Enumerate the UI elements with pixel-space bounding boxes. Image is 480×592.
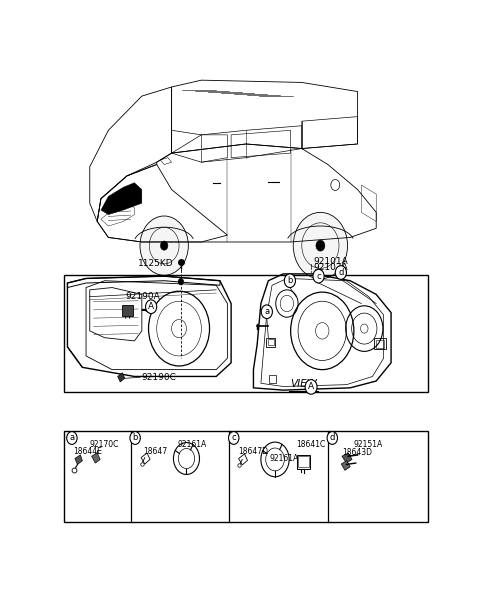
Circle shape — [261, 305, 273, 318]
Text: d: d — [338, 268, 344, 277]
Text: 92101A: 92101A — [313, 256, 348, 266]
Text: a: a — [69, 433, 74, 442]
Circle shape — [335, 266, 347, 279]
Circle shape — [178, 278, 183, 285]
Circle shape — [327, 432, 337, 445]
Text: a: a — [264, 307, 269, 316]
Circle shape — [67, 432, 77, 445]
Text: 18647D: 18647D — [239, 447, 269, 456]
Text: 92151A: 92151A — [354, 440, 383, 449]
Bar — [269, 375, 276, 383]
Polygon shape — [101, 183, 142, 215]
Text: b: b — [287, 276, 293, 285]
Circle shape — [160, 241, 168, 250]
Polygon shape — [92, 453, 100, 463]
Circle shape — [140, 216, 188, 275]
Circle shape — [313, 269, 324, 283]
Text: 92102A: 92102A — [313, 263, 348, 272]
Text: b: b — [132, 433, 138, 442]
Bar — [266, 337, 275, 347]
Bar — [297, 455, 311, 468]
Bar — [267, 339, 274, 346]
Text: A: A — [308, 382, 314, 391]
Circle shape — [305, 379, 317, 394]
Text: c: c — [316, 272, 321, 281]
Text: 92170C: 92170C — [90, 440, 119, 449]
Circle shape — [130, 432, 140, 445]
Bar — [376, 340, 384, 348]
Text: 1125KD: 1125KD — [138, 259, 173, 268]
Circle shape — [284, 274, 296, 288]
Polygon shape — [341, 461, 350, 471]
Circle shape — [316, 240, 325, 251]
Text: 18643D: 18643D — [342, 449, 372, 458]
Bar — [64, 275, 428, 392]
Text: 18644E: 18644E — [73, 447, 102, 456]
Polygon shape — [342, 453, 352, 463]
Text: c: c — [231, 433, 236, 442]
Polygon shape — [75, 455, 83, 465]
Text: 18641C: 18641C — [296, 440, 325, 449]
Circle shape — [293, 213, 348, 279]
Text: A: A — [148, 302, 154, 311]
Text: 18647: 18647 — [144, 447, 168, 456]
Bar — [64, 431, 428, 522]
Text: d: d — [330, 433, 335, 442]
Circle shape — [228, 432, 239, 445]
Text: 92190A: 92190A — [125, 292, 160, 301]
Circle shape — [145, 300, 156, 314]
Bar — [181, 455, 192, 462]
Polygon shape — [118, 373, 125, 382]
Text: 92190C: 92190C — [142, 373, 177, 382]
Text: 92161A: 92161A — [269, 454, 299, 463]
Text: 92161A: 92161A — [177, 440, 206, 449]
FancyBboxPatch shape — [122, 305, 133, 316]
Bar — [374, 337, 385, 349]
Bar — [299, 456, 309, 467]
Text: VIEW: VIEW — [290, 379, 317, 389]
